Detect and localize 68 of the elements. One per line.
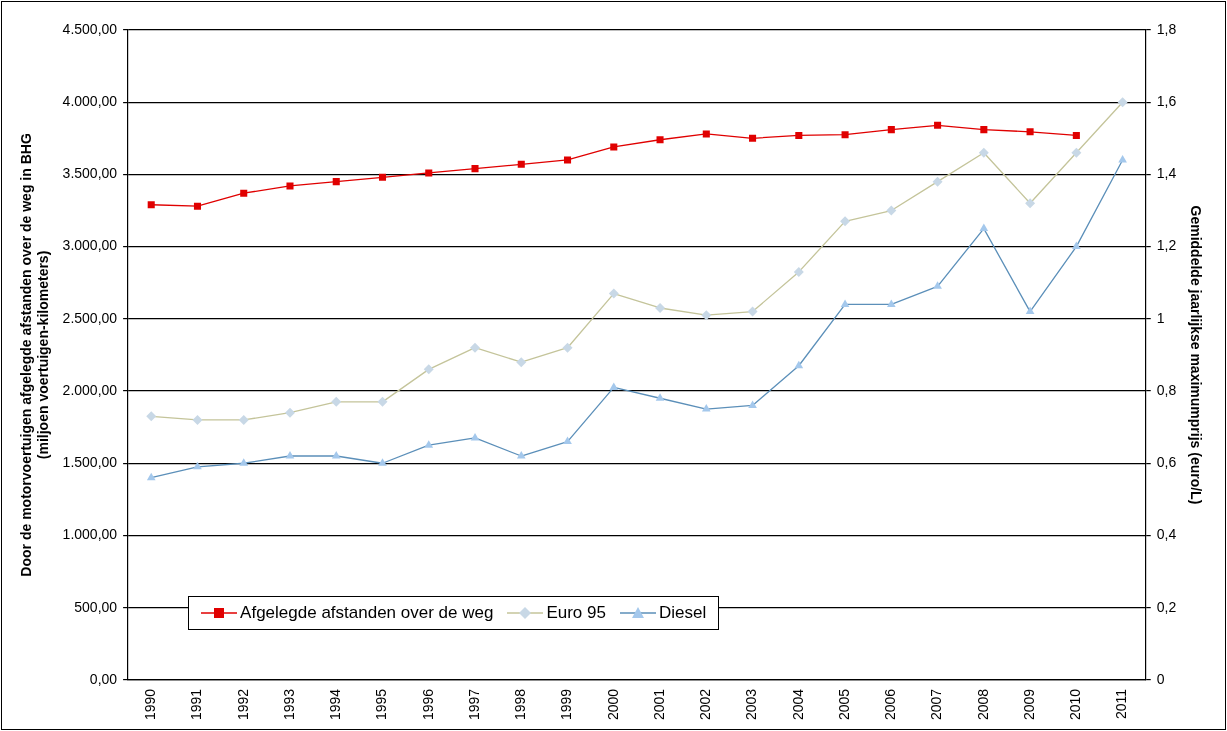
x-tick-label: 1992 [234,688,251,721]
x-tick-label: 1999 [558,688,575,721]
y-tick-label: 2.500,00 [62,309,118,326]
x-tick-label: 1993 [280,688,297,721]
legend-label: Diesel [658,602,707,623]
y-tick-label: 4.000,00 [62,93,118,110]
point [378,173,387,181]
x-tick-label: 2009 [1020,688,1037,721]
x-tick-label: 1991 [188,688,205,721]
y-tick-label: 0,00 [89,670,118,687]
y2-tick-label: 0,2 [1156,598,1177,615]
point [564,156,572,164]
y2-tick-label: 1 [1156,309,1165,326]
legend-label: Afgelegde afstanden over de weg [240,602,494,623]
y-tick-label: 500,00 [74,598,118,615]
y2-tick-label: 1,8 [1156,20,1177,37]
legend-label: Euro 95 [546,602,606,623]
point [841,131,849,139]
x-tick-label: 2003 [743,688,760,721]
point [980,126,988,134]
point [702,130,710,138]
y-tick-label: 4.500,00 [62,20,118,37]
point [517,160,525,168]
x-tick-label: 2002 [697,688,714,721]
y2-tick-label: 1,4 [1156,165,1177,182]
point [147,201,155,209]
point [934,121,942,129]
x-tick-label: 2010 [1067,688,1084,721]
y2-tick-label: 1,2 [1156,237,1177,254]
point [749,134,757,142]
point [1072,131,1080,139]
y2-tick-label: 0,8 [1156,381,1177,398]
point [795,131,803,139]
x-tick-label: 1994 [327,688,344,721]
y-tick-label: 2.000,00 [62,381,118,398]
point [887,126,895,134]
x-tick-label: 2006 [882,688,899,721]
x-tick-label: 2004 [789,688,806,721]
y2-tick-label: 0 [1156,670,1165,687]
point [471,165,479,173]
y-axis-title: Door de motorvoertuigen afgelegde afstanden over de weg in BHG (miljoen voertuigen-kilometers) [18,133,52,577]
x-tick-label: 2001 [650,688,667,721]
point [240,189,248,197]
x-tick-label: 1998 [512,688,529,721]
point [425,169,433,177]
y2-tick-label: 0,4 [1156,526,1177,543]
x-tick-label: 1990 [142,688,159,721]
x-tick-label: 1997 [465,688,482,721]
point [286,182,294,190]
point [332,178,340,186]
y2-axis-title: Gemiddelde jaarlijkse maximumprijs (euro/L) [1187,205,1204,505]
y-tick-label: 3.000,00 [62,237,118,254]
x-tick-label: 2007 [928,688,945,721]
point [656,136,664,144]
y-tick-label: 1.500,00 [62,454,118,471]
x-tick-label: 1996 [419,688,436,721]
point [610,143,618,151]
y2-tick-label: 1,6 [1156,93,1177,110]
y-tick-label: 3.500,00 [62,165,118,182]
x-tick-label: 1995 [373,688,390,721]
x-tick-label: 2000 [604,688,621,721]
point [1026,128,1034,136]
y2-tick-label: 0,6 [1156,454,1177,471]
x-tick-label: 2011 [1113,688,1130,719]
x-tick-label: 2008 [974,688,991,721]
y-tick-label: 1.000,00 [62,526,118,543]
point [193,202,202,210]
x-tick-label: 2005 [835,688,852,721]
